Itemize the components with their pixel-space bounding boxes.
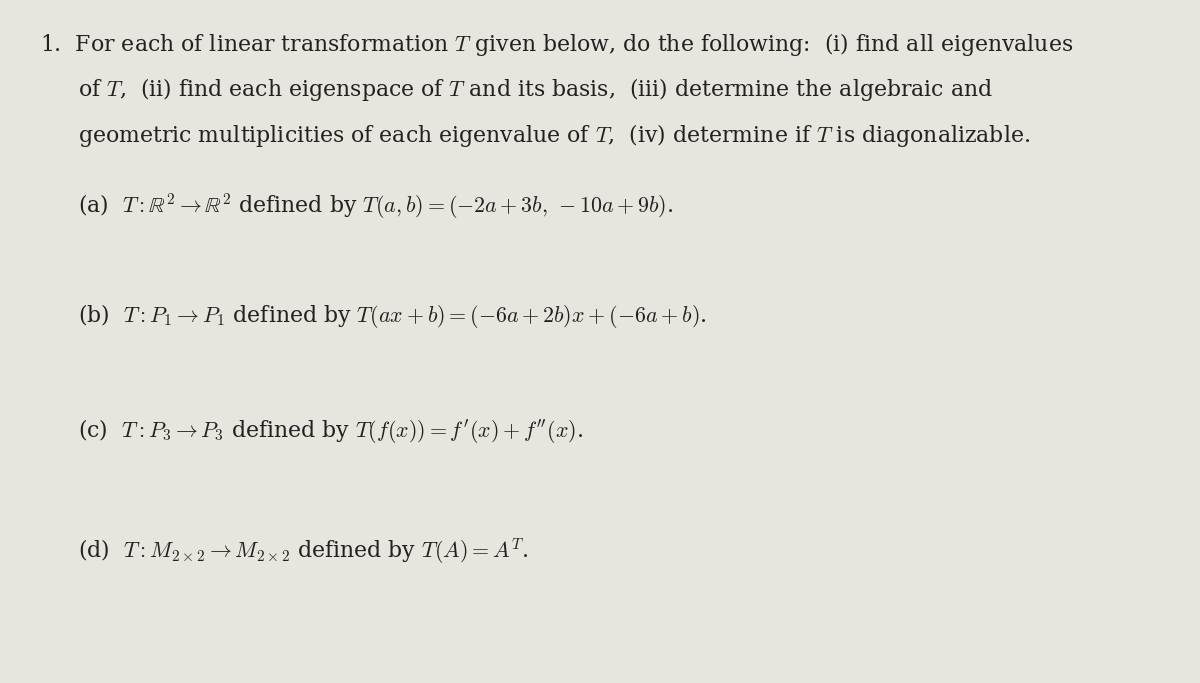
Text: (a)  $T : \mathbb{R}^2 \to \mathbb{R}^2$ defined by $T(a, b) = (-2a + 3b,\,-10a : (a) $T : \mathbb{R}^2 \to \mathbb{R}^2$ …: [78, 191, 673, 221]
Text: (b)  $T : P_1 \to P_1$ defined by $T(ax + b) = (-6a + 2b)x + (-6a + b)$.: (b) $T : P_1 \to P_1$ defined by $T(ax +…: [78, 302, 707, 330]
Text: 1.  For each of linear transformation $T$ given below, do the following:  (i) fi: 1. For each of linear transformation $T$…: [40, 31, 1073, 58]
Text: (d)  $T : M_{2\times 2} \to M_{2\times 2}$ defined by $T(A) = A^T$.: (d) $T : M_{2\times 2} \to M_{2\times 2}…: [78, 536, 529, 566]
Text: (c)  $T : P_3 \to P_3$ defined by $T(f(x)) = f'(x) + f''(x)$.: (c) $T : P_3 \to P_3$ defined by $T(f(x)…: [78, 417, 583, 445]
Text: of $T$,  (ii) find each eigenspace of $T$ and its basis,  (iii) determine the al: of $T$, (ii) find each eigenspace of $T$…: [78, 76, 994, 104]
Text: geometric multiplicities of each eigenvalue of $T$,  (iv) determine if $T$ is di: geometric multiplicities of each eigenva…: [78, 122, 1030, 150]
